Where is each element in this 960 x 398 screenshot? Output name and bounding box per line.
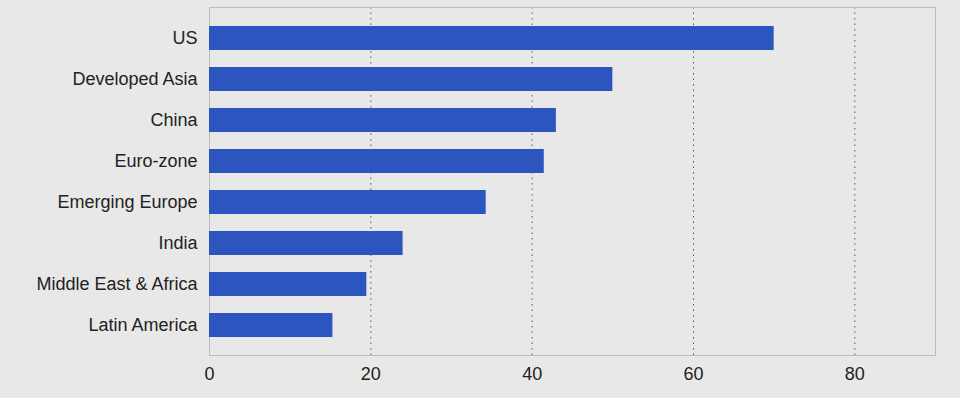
svg-text:US: US (172, 28, 197, 48)
svg-text:0: 0 (204, 364, 214, 384)
svg-text:20: 20 (361, 364, 381, 384)
svg-text:Euro-zone: Euro-zone (114, 151, 197, 171)
svg-text:India: India (158, 233, 198, 253)
svg-text:60: 60 (683, 364, 703, 384)
svg-text:China: China (150, 110, 198, 130)
svg-text:40: 40 (522, 364, 542, 384)
svg-text:Developed Asia: Developed Asia (72, 69, 198, 89)
svg-text:80: 80 (845, 364, 865, 384)
svg-text:Latin America: Latin America (88, 315, 198, 335)
svg-text:Middle East & Africa: Middle East & Africa (36, 274, 198, 294)
svg-text:Emerging Europe: Emerging Europe (57, 192, 197, 212)
